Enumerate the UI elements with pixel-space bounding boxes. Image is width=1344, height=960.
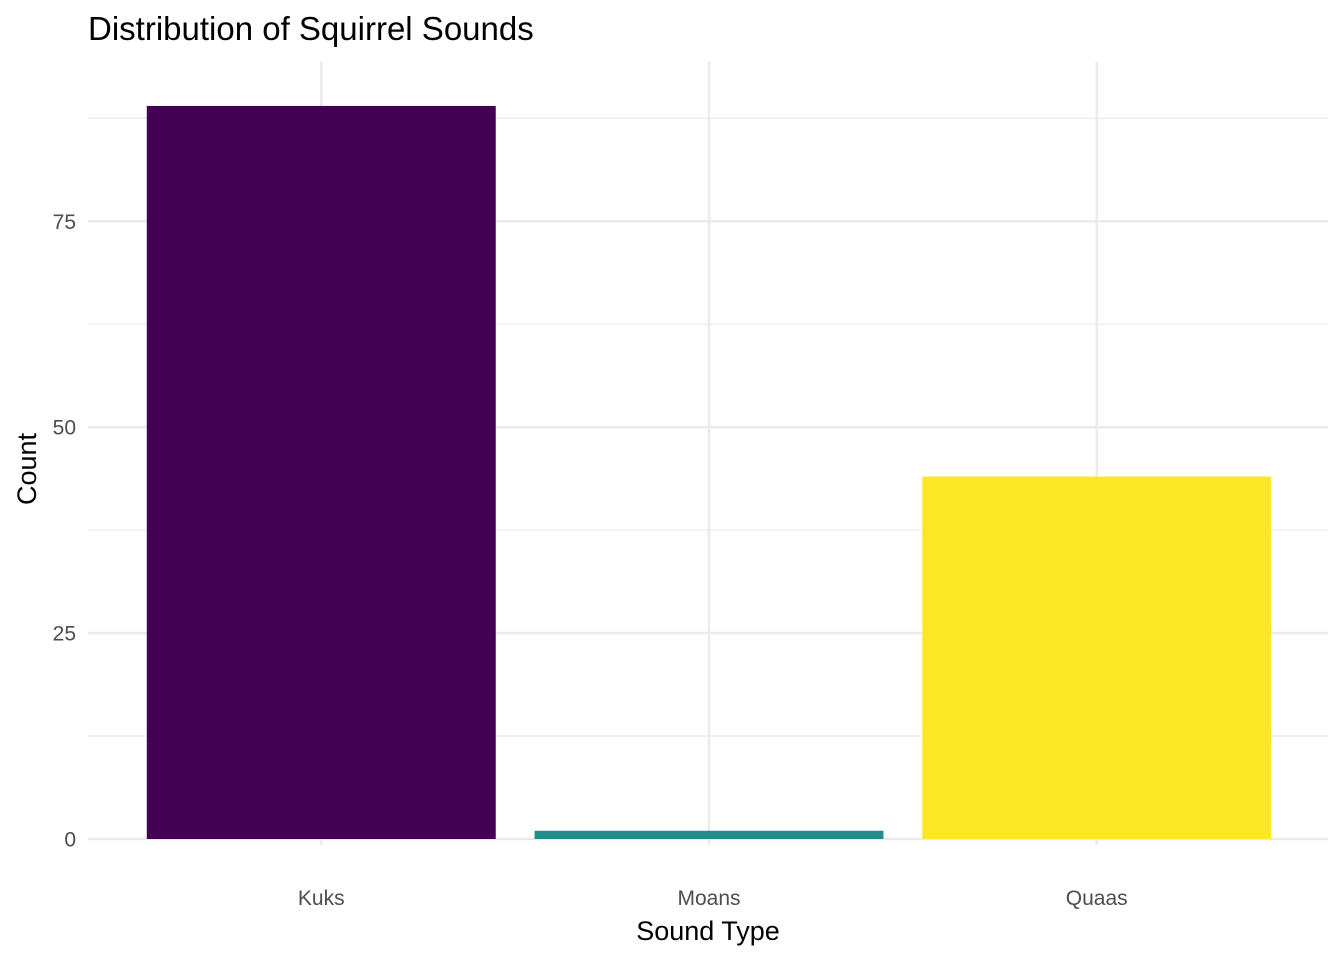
y-tick-label: 50 xyxy=(53,417,76,440)
y-axis-ticks: 0 25 50 75 xyxy=(53,211,76,852)
bar-moans xyxy=(534,830,884,839)
x-axis-title: Sound Type xyxy=(636,916,780,946)
y-tick-label: 75 xyxy=(53,211,76,234)
y-tick-label: 25 xyxy=(53,623,76,646)
x-tick-label: Quaas xyxy=(1066,887,1128,910)
x-tick-label: Kuks xyxy=(298,887,345,910)
bar-quaas xyxy=(922,476,1272,839)
bars xyxy=(146,105,1272,840)
chart-title: Distribution of Squirrel Sounds xyxy=(88,10,534,47)
y-tick-label: 0 xyxy=(64,829,76,852)
bar-kuks xyxy=(146,105,496,840)
x-tick-label: Moans xyxy=(677,887,740,910)
y-axis-title: Count xyxy=(12,432,42,505)
x-axis-ticks: Kuks Moans Quaas xyxy=(298,887,1128,910)
